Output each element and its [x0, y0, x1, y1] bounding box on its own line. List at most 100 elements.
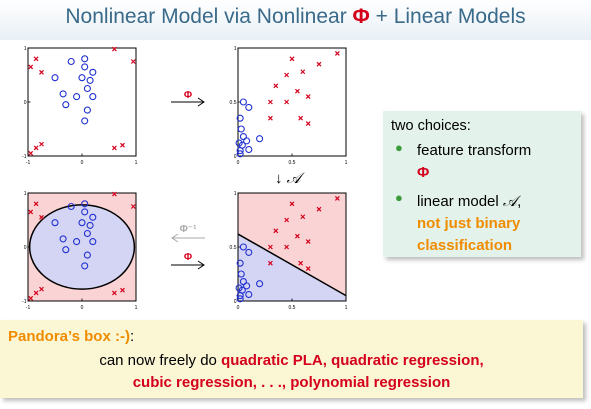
circle-point — [236, 150, 244, 158]
cross-point — [305, 94, 311, 100]
x-tick-label: 1 — [345, 160, 348, 166]
region-negative — [238, 234, 346, 301]
cross-point — [294, 233, 300, 239]
circle-point — [83, 106, 91, 114]
x-tick-label: 1 — [345, 305, 348, 311]
cross-point — [289, 56, 295, 62]
circle-point — [245, 248, 253, 256]
cross-point — [39, 69, 44, 75]
cross-point — [111, 290, 117, 296]
cross-point — [316, 206, 322, 212]
cross-point — [28, 150, 34, 156]
plot-z-classified: 0 1 0.5 0.5 1 0 — [230, 191, 348, 311]
pandora-line-1-highlight: quadratic PLA, quadratic regression, — [221, 352, 484, 369]
cross-point — [316, 61, 322, 67]
cross-point — [39, 214, 44, 220]
circle-point — [245, 145, 253, 154]
circle-point — [73, 238, 81, 246]
phi-top-label: Φ — [183, 90, 193, 101]
cross-point — [284, 217, 290, 223]
circle-point — [67, 202, 75, 211]
cross-point — [284, 244, 290, 250]
y-tick-label: 1 — [24, 191, 27, 197]
circle-point — [78, 74, 86, 82]
circle-point — [83, 251, 91, 259]
x-tick-label: 0 — [237, 305, 240, 311]
two-choices-box: two choices: ● feature transform Φ ● line… — [383, 111, 581, 257]
cross-point — [267, 244, 273, 250]
title-suffix: + Linear Models — [369, 5, 526, 28]
circle-point — [86, 76, 94, 84]
pandora-colon: : — [129, 328, 135, 345]
title-prefix: Nonlinear Model via Nonlinear — [65, 5, 353, 28]
cross-point — [273, 228, 279, 234]
pandora-line-2: cubic regression, . . ., polynomial regr… — [0, 374, 583, 391]
pandora-box: Pandora’s box :-): can now freely do qua… — [0, 320, 583, 398]
cross-point — [298, 260, 304, 266]
down-arrow-icon: ↓ — [275, 170, 283, 187]
cross-point — [334, 50, 340, 56]
cross-point — [39, 286, 44, 292]
right-arrow-icon — [171, 260, 205, 270]
choice-2-highlight-2: classification — [417, 237, 513, 254]
circle-point — [236, 292, 244, 300]
cross-point — [130, 204, 136, 209]
circle-point — [239, 243, 247, 251]
cross-point — [273, 83, 279, 89]
pandora-line-1: can now freely do quadratic PLA, quadrat… — [0, 352, 583, 369]
x-tick-label: 0.5 — [289, 160, 296, 166]
y-tick-label: 1 — [24, 46, 27, 52]
x-tick-label: -1 — [26, 160, 31, 166]
circle-point — [89, 238, 97, 246]
title-bar — [0, 0, 591, 40]
model-A: 𝒜 — [286, 169, 301, 187]
circle-point — [83, 84, 91, 93]
circle-point — [51, 219, 59, 227]
y-tick-label: 0 — [24, 100, 27, 106]
x-tick-label: 0 — [81, 160, 84, 166]
cross-point — [284, 99, 290, 105]
y-tick-label: 0 — [234, 299, 237, 305]
title-phi: Φ — [352, 5, 370, 28]
decision-boundary-ellipse — [28, 204, 136, 290]
x-tick-label: 1 — [135, 160, 138, 166]
cross-point — [300, 214, 306, 220]
choice-2-text: linear model 𝒜, not just binary classifica… — [417, 190, 577, 257]
choice-1-phi: Φ — [417, 164, 430, 181]
y-tick-label: 1 — [234, 191, 237, 197]
cross-point — [267, 115, 273, 121]
pandora-line-2-highlight: cubic regression, . . ., polynomial regr… — [132, 374, 451, 391]
choices-heading: two choices: — [391, 118, 471, 134]
cross-point — [305, 266, 311, 272]
cross-point — [120, 142, 125, 148]
right-arrow-icon — [171, 97, 205, 107]
choice-2-comma: , — [517, 193, 522, 210]
y-tick-label: -1 — [22, 154, 27, 160]
cross-point — [111, 191, 117, 197]
circle-point — [62, 101, 70, 109]
x-tick-label: -1 — [26, 305, 31, 311]
bullet-icon: ● — [395, 190, 403, 205]
circle-point — [89, 68, 97, 76]
cross-point — [33, 56, 39, 62]
cross-point — [111, 46, 117, 52]
phi-inverse-label: Φ⁻¹ — [179, 224, 197, 235]
circle-point — [243, 282, 251, 290]
pandora-title: Pandora’s box :-) — [8, 328, 130, 345]
circle-point — [62, 246, 70, 254]
cross-point — [33, 201, 39, 207]
cross-point — [267, 99, 273, 105]
circle-point — [81, 117, 89, 125]
x-tick-label: 1 — [135, 305, 138, 311]
circle-point — [256, 280, 264, 288]
cross-point — [289, 201, 295, 207]
circle-point — [73, 93, 81, 101]
x-tick-label: 0.5 — [289, 305, 296, 311]
circle-point — [59, 235, 67, 243]
cross-point — [120, 287, 125, 293]
left-arrow-icon — [171, 233, 205, 243]
circle-point — [243, 137, 251, 145]
pandora-heading: Pandora’s box :-): — [8, 328, 134, 345]
plot-x-classified: -1 1 0 0 1 -1 — [22, 191, 138, 311]
pandora-line-1-prefix: can now freely do — [99, 352, 222, 369]
